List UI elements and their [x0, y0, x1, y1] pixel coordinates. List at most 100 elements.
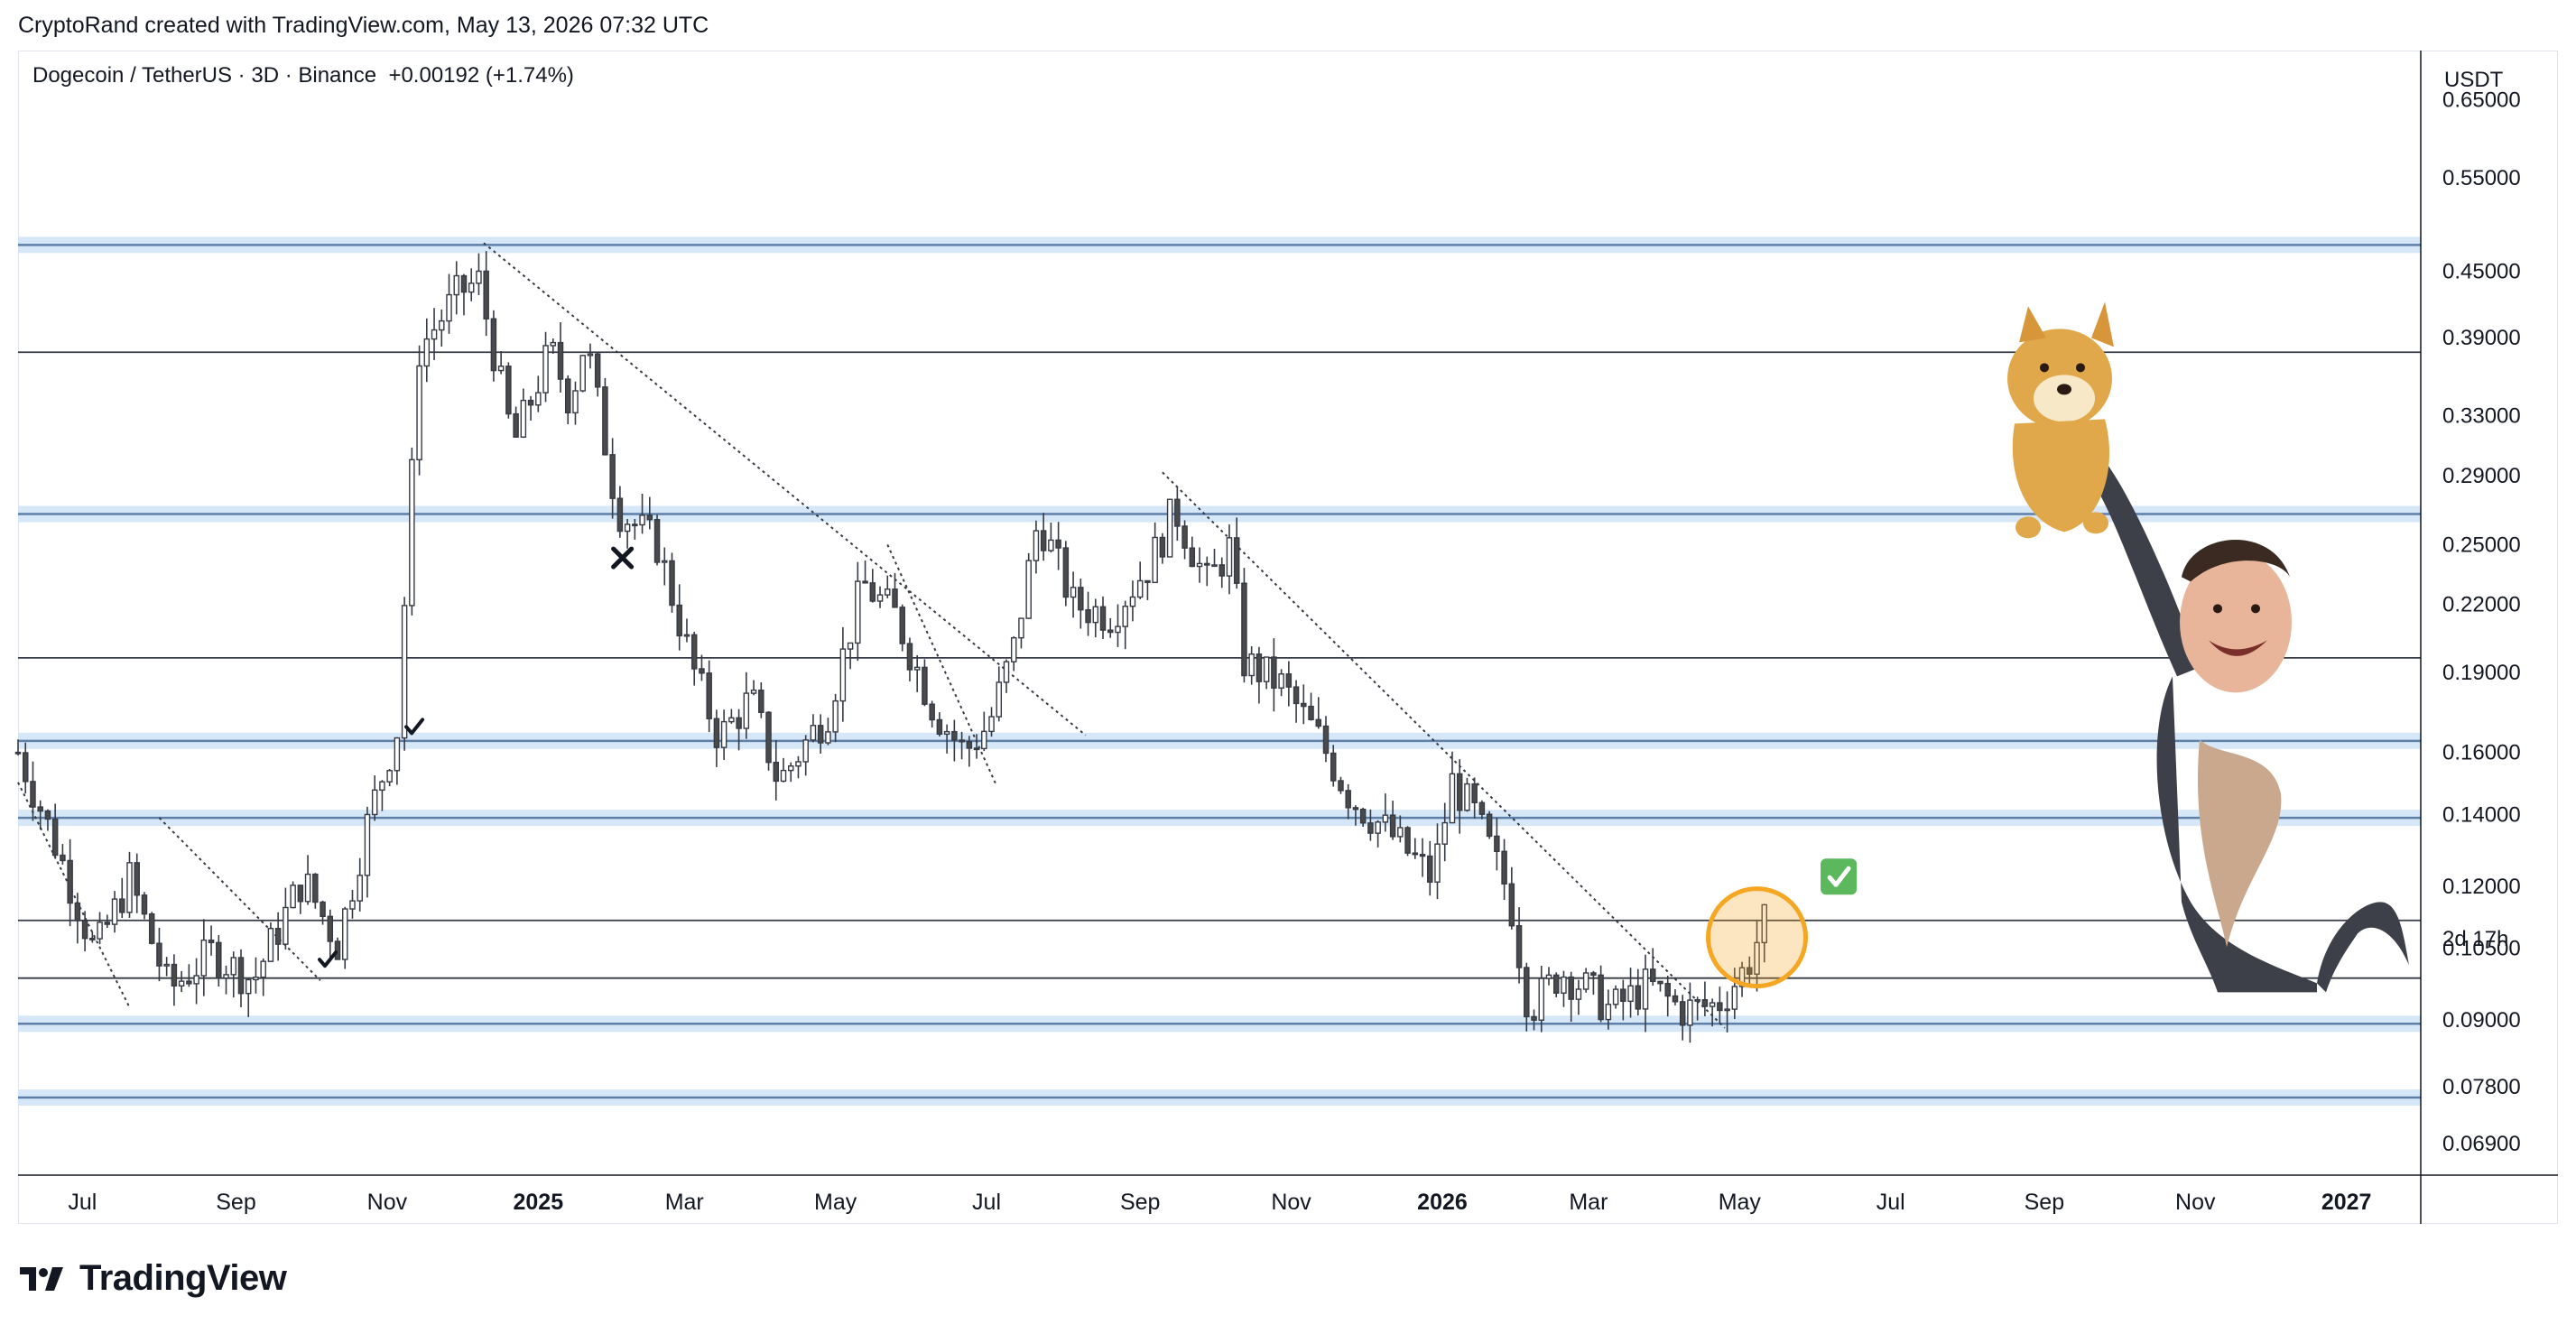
candle-down [60, 854, 66, 862]
candle-up [587, 353, 594, 357]
candle-up [1033, 530, 1040, 561]
candle-down [736, 717, 742, 729]
candle-up [267, 928, 274, 962]
candle-down [527, 399, 534, 406]
candle-down [237, 957, 245, 995]
candle-up [1582, 972, 1589, 990]
candle-down [74, 902, 81, 922]
hair-shape [2182, 540, 2291, 582]
candle-up [1642, 968, 1649, 1010]
doge-eye-right [2076, 363, 2086, 373]
candle-up [1754, 941, 1760, 975]
candle-up [572, 390, 579, 414]
candle-down [22, 752, 29, 783]
candle-down [1040, 530, 1047, 551]
time-tick-label: 2027 [2321, 1190, 2372, 1215]
candle-up [1575, 988, 1582, 1000]
candle-down [616, 497, 624, 533]
candle-down [1367, 822, 1374, 834]
highlight-circle [1706, 886, 1809, 989]
candle-down [1717, 1002, 1723, 1012]
candle-up [1166, 498, 1173, 558]
arm-shape [2082, 455, 2201, 677]
candle-down [929, 703, 935, 721]
time-tick-label: Nov [367, 1190, 408, 1215]
candle-down [1322, 725, 1330, 755]
candle-up [401, 605, 408, 739]
candle-down [706, 672, 712, 719]
candle-down [320, 901, 326, 918]
candle-down [1159, 536, 1166, 558]
candle-up [245, 978, 252, 995]
time-tick-label: Sep [1120, 1190, 1160, 1215]
candle-countdown-label: 2d 17h [2442, 927, 2508, 951]
candle-up [1263, 656, 1270, 682]
time-tick-label: 2025 [513, 1190, 563, 1215]
candle-down [1478, 801, 1486, 815]
candle-up [371, 789, 378, 816]
time-tick-label: Sep [216, 1190, 255, 1215]
price-tick-label: 0.16000 [2442, 741, 2521, 765]
candle-down [1494, 835, 1500, 852]
candle-up [1538, 977, 1545, 1021]
candle-up [639, 514, 645, 526]
elon-holding-doge-image [2007, 301, 2410, 993]
candle-up [1003, 661, 1010, 683]
candle-up [535, 392, 542, 406]
smile-shape [2209, 640, 2268, 656]
candle-up [394, 736, 401, 772]
candle-up [1092, 606, 1099, 624]
candle-down [1531, 1015, 1537, 1021]
green-check-glyph [1827, 866, 1851, 887]
candle-up [802, 739, 809, 763]
candle-up [1018, 617, 1024, 639]
time-tick-label: Jul [1876, 1190, 1905, 1215]
candle-up [542, 345, 549, 394]
candle-up [1136, 579, 1144, 598]
price-tick-label: 0.14000 [2442, 802, 2521, 827]
candle-down [1085, 609, 1091, 624]
candle-up [497, 366, 505, 372]
candle-down [148, 912, 155, 944]
candle-down [1412, 852, 1419, 856]
price-tick-label: 0.22000 [2442, 592, 2521, 616]
time-tick-label: May [1719, 1190, 1762, 1215]
candle-down [773, 761, 780, 783]
candle-up [728, 717, 735, 723]
candle-up [720, 720, 727, 748]
candle-down [1293, 686, 1300, 705]
candle-up [163, 963, 170, 967]
candle-down [1241, 582, 1247, 677]
dotted-trendline [1162, 471, 1726, 1029]
candle-down [951, 730, 958, 741]
candle-up [876, 594, 884, 602]
candle-up [885, 588, 891, 596]
candle-down [1456, 773, 1463, 811]
candle-up [1152, 536, 1158, 584]
doge-paw-left [2015, 516, 2042, 539]
symbol-name: Dogecoin / TetherUS · 3D · Binance [32, 63, 377, 88]
candle-down [1747, 967, 1753, 975]
candle-down [51, 818, 59, 857]
doge-muzzle [2034, 375, 2096, 422]
symbol-legend[interactable]: Dogecoin / TetherUS · 3D · Binance +0.00… [32, 63, 574, 88]
tradingview-footer[interactable]: TradingView [18, 1258, 287, 1299]
candle-down [1099, 606, 1107, 631]
time-tick-label: Jul [972, 1190, 1001, 1215]
candle-up [1724, 1008, 1730, 1012]
candle-down [312, 873, 319, 903]
candle-up [357, 875, 363, 902]
candle-down [959, 739, 965, 743]
candle-down [1427, 855, 1433, 883]
candle-up [468, 283, 475, 293]
candle-up [1278, 673, 1284, 689]
candle-up [223, 974, 229, 979]
chart-author-title: CryptoRand created with TradingView.com,… [18, 13, 709, 38]
price-tick-label: 0.09000 [2442, 1008, 2521, 1033]
candle-down [1701, 998, 1709, 1007]
time-tick-label: 2026 [1417, 1190, 1468, 1215]
candle-down [690, 634, 698, 670]
candle-down [1672, 995, 1679, 1003]
candle-down [37, 806, 43, 812]
